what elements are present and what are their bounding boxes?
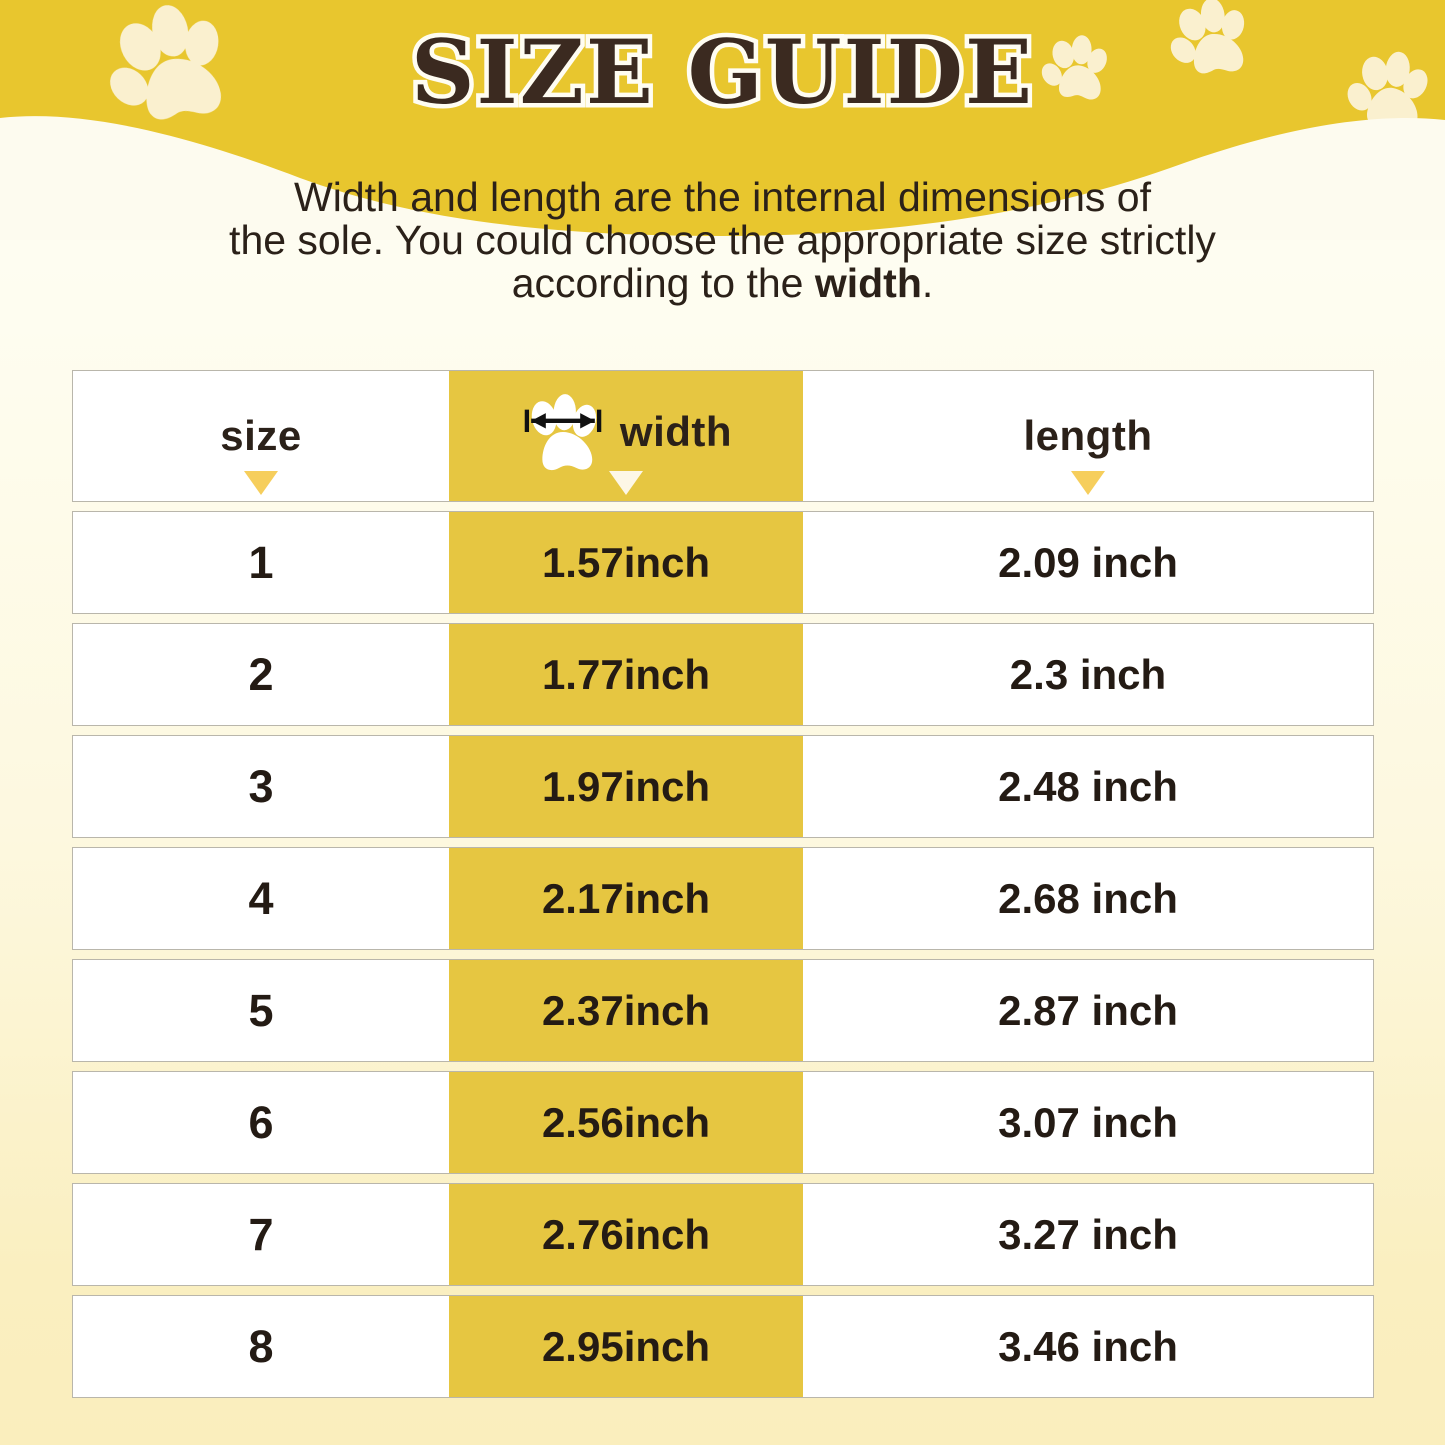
value-width: 2.17inch: [541, 874, 711, 922]
cell-size: 3: [73, 736, 449, 837]
paw-measure-icon: [524, 394, 602, 471]
cell-width: 2.37inch: [449, 960, 803, 1061]
description-emphasis-width: width: [814, 260, 922, 306]
page-title-wrap: SIZE GUIDE: [0, 20, 1445, 124]
table-row[interactable]: 1 1.57inch 2.09 inch: [72, 511, 1374, 614]
cell-length: 2.48 inch: [803, 736, 1373, 837]
cell-width: 1.57inch: [449, 512, 803, 613]
cell-length: 2.68 inch: [803, 848, 1373, 949]
description-text: Width and length are the internal dimens…: [188, 176, 1258, 305]
cell-size: 6: [73, 1072, 449, 1173]
page-title: SIZE GUIDE: [406, 20, 1036, 124]
triangle-down-icon-size: [244, 471, 278, 495]
description-line-3-suffix: .: [921, 260, 934, 306]
table-row[interactable]: 4 2.17inch 2.68 inch: [72, 847, 1374, 950]
cell-width: 1.97inch: [449, 736, 803, 837]
value-width: 1.97inch: [541, 762, 711, 810]
value-length: 2.3 inch: [1009, 650, 1167, 698]
cell-length: 2.3 inch: [803, 624, 1373, 725]
table-row[interactable]: 8 2.95inch 3.46 inch: [72, 1295, 1374, 1398]
value-size: 2: [248, 648, 274, 700]
value-size: 6: [248, 1096, 274, 1148]
value-length: 3.27 inch: [998, 1210, 1178, 1258]
value-length: 3.46 inch: [998, 1322, 1178, 1370]
cell-width: 2.76inch: [449, 1184, 803, 1285]
value-width: 2.37inch: [541, 986, 711, 1034]
table-row[interactable]: 7 2.76inch 3.27 inch: [72, 1183, 1374, 1286]
value-width: 2.76inch: [541, 1210, 711, 1258]
triangle-down-icon-length: [1071, 471, 1105, 495]
cell-length: 2.09 inch: [803, 512, 1373, 613]
cell-width: 1.77inch: [449, 624, 803, 725]
cell-width: 2.95inch: [449, 1296, 803, 1397]
cell-size: 8: [73, 1296, 449, 1397]
column-header-size-label: size: [220, 412, 302, 459]
value-size: 1: [248, 536, 274, 588]
value-size: 4: [248, 872, 274, 924]
value-length: 2.48 inch: [998, 762, 1178, 810]
table-row[interactable]: 2 1.77inch 2.3 inch: [72, 623, 1374, 726]
column-header-width[interactable]: width: [449, 371, 803, 501]
header-band: [0, 0, 1445, 240]
cell-width: 2.17inch: [449, 848, 803, 949]
size-table: size: [72, 370, 1374, 1407]
cell-length: 2.87 inch: [803, 960, 1373, 1061]
value-size: 7: [248, 1208, 274, 1260]
cell-length: 3.07 inch: [803, 1072, 1373, 1173]
value-size: 3: [248, 760, 274, 812]
value-size: 8: [248, 1320, 274, 1372]
value-length: 2.09 inch: [998, 538, 1178, 586]
value-width: 2.56inch: [541, 1098, 711, 1146]
description-line-1: Width and length are the internal dimens…: [294, 174, 1151, 220]
value-length: 2.87 inch: [998, 986, 1178, 1034]
cell-length: 3.27 inch: [803, 1184, 1373, 1285]
description-line-3-prefix: according to the: [511, 260, 815, 306]
value-length: 2.68 inch: [998, 874, 1178, 922]
column-header-size[interactable]: size: [73, 371, 449, 501]
column-header-width-label: width: [619, 408, 733, 455]
cell-length: 3.46 inch: [803, 1296, 1373, 1397]
value-width: 1.77inch: [541, 650, 711, 698]
table-header-row: size: [72, 370, 1374, 502]
cell-size: 7: [73, 1184, 449, 1285]
triangle-down-icon-width: [609, 471, 643, 495]
column-header-length[interactable]: length: [803, 371, 1373, 501]
table-row[interactable]: 6 2.56inch 3.07 inch: [72, 1071, 1374, 1174]
value-length: 3.07 inch: [998, 1098, 1178, 1146]
cell-size: 5: [73, 960, 449, 1061]
value-width: 2.95inch: [541, 1322, 711, 1370]
cell-size: 2: [73, 624, 449, 725]
value-size: 5: [248, 984, 274, 1036]
cell-width: 2.56inch: [449, 1072, 803, 1173]
cell-size: 1: [73, 512, 449, 613]
table-row[interactable]: 5 2.37inch 2.87 inch: [72, 959, 1374, 1062]
header-wave: [0, 116, 1445, 240]
description-line-2: the sole. You could choose the appropria…: [229, 217, 1216, 263]
column-header-length-label: length: [1023, 412, 1153, 459]
cell-size: 4: [73, 848, 449, 949]
table-row[interactable]: 3 1.97inch 2.48 inch: [72, 735, 1374, 838]
value-width: 1.57inch: [541, 538, 711, 586]
